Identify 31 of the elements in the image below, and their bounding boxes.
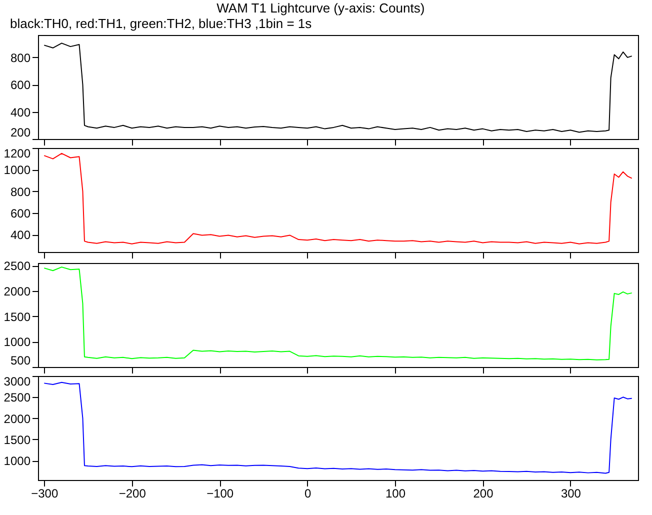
chart-subtitle: black:TH0, red:TH1, green:TH2, blue:TH3 ,1bin = 1s (10, 16, 312, 31)
x-tick-label: 0 (304, 486, 312, 500)
y-tick-label: 800 (10, 50, 31, 65)
line-series (44, 382, 632, 474)
y-tick-label: 2500 (4, 390, 31, 405)
y-tick-label: 1200 (4, 146, 31, 160)
x-tick-label: −200 (118, 486, 146, 500)
y-tick-label: 600 (10, 206, 31, 220)
y-tick-label: 800 (10, 184, 31, 199)
x-tick-label: −300 (31, 486, 58, 500)
y-tick-label: 1000 (4, 163, 31, 178)
x-tick-label: 300 (560, 486, 582, 500)
x-tick-label: −100 (206, 486, 234, 500)
line-series (44, 266, 632, 360)
chart-title: WAM T1 Lightcurve (y-axis: Counts) (216, 0, 425, 16)
y-tick-label: 1500 (4, 310, 31, 324)
y-tick-label: 1500 (4, 432, 31, 447)
y-tick-label: 1000 (4, 454, 31, 468)
y-tick-label: 400 (10, 105, 31, 120)
x-tick-label: 200 (473, 486, 494, 500)
line-series (44, 152, 632, 244)
y-tick-label: 600 (10, 78, 31, 92)
y-tick-label: 400 (10, 228, 31, 242)
y-tick-label: 2000 (4, 412, 31, 426)
y-tick-label: 500 (10, 354, 31, 368)
x-tick-label: 100 (386, 486, 406, 500)
y-tick-label: 3000 (4, 374, 31, 388)
y-tick-label: 2000 (4, 284, 31, 298)
y-tick-label: 2500 (4, 259, 31, 274)
y-tick-label: 1000 (4, 335, 31, 350)
y-tick-label: 200 (10, 126, 31, 140)
